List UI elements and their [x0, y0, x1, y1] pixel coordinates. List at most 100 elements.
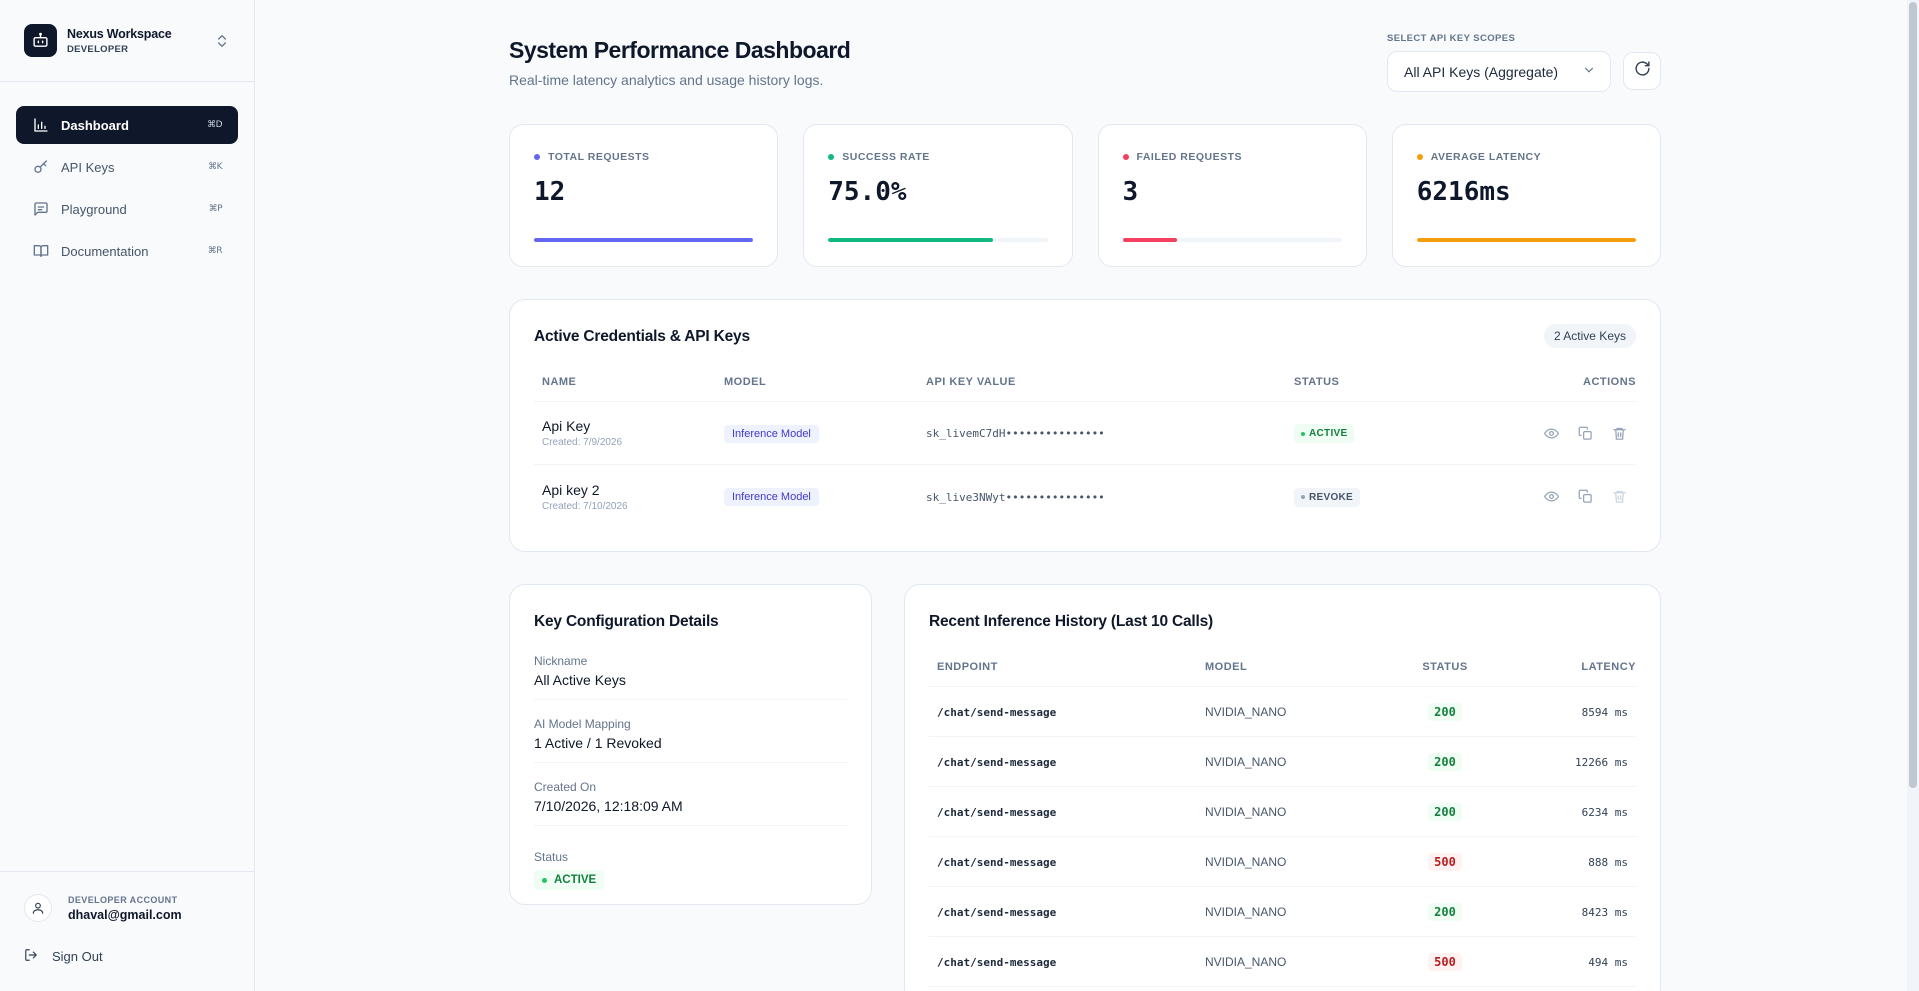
refresh-button[interactable] [1623, 52, 1661, 90]
indicator-dot [1416, 154, 1423, 160]
endpoint-path: /chat/send-message [937, 955, 1057, 969]
table-row: /chat/send-message NVIDIA_NANO 200 6234 ms [929, 787, 1636, 837]
indicator-dot [828, 154, 835, 160]
field-label: Created On [534, 780, 597, 794]
stat-label: SUCCESS RATE [842, 151, 930, 163]
sidebar-item-api-keys[interactable]: API Keys ⌘K [16, 148, 238, 186]
stat-value: 75.0% [828, 177, 907, 207]
scope-select[interactable]: All API Keys (Aggregate) [1387, 51, 1611, 92]
account-email: dhaval@gmail.com [68, 907, 182, 922]
model-badge: Inference Model [724, 488, 819, 506]
column-header: STATUS [1294, 375, 1340, 388]
model-name: NVIDIA_NANO [1205, 854, 1287, 869]
status-text: REVOKE [1309, 491, 1354, 503]
field-value: 1 Active / 1 Revoked [534, 735, 662, 751]
column-header: MODEL [724, 375, 767, 388]
sign-out-button[interactable]: Sign Out [24, 948, 230, 965]
latency-value: 888 ms [1588, 855, 1628, 869]
workspace-name: Nexus Workspace [67, 26, 172, 41]
sidebar: Nexus Workspace DEVELOPER Dashboard ⌘D A… [0, 0, 255, 991]
field-created-on: Created On 7/10/2026, 12:18:09 AM [534, 780, 847, 826]
key-config-card: Key Configuration Details Nickname All A… [509, 584, 872, 905]
field-label: AI Model Mapping [534, 717, 631, 731]
table-row: Api key 2 Created: 7/10/2026 Inference M… [534, 465, 1636, 528]
copy-icon[interactable] [1568, 485, 1602, 509]
api-key-value: sk_live3NWyt••••••••••••••• [926, 490, 1105, 504]
account-info: DEVELOPER ACCOUNT dhaval@gmail.com [24, 894, 230, 922]
field-nickname: Nickname All Active Keys [534, 654, 847, 700]
inference-history-card: Recent Inference History (Last 10 Calls)… [904, 584, 1661, 991]
indicator-dot [1122, 154, 1129, 160]
stat-card-average-latency: AVERAGE LATENCY 6216ms [1391, 124, 1661, 267]
chevron-down-icon [1582, 63, 1596, 80]
eye-icon[interactable] [1534, 485, 1568, 509]
status-badge: REVOKE [1294, 487, 1361, 507]
column-header: NAME [542, 375, 577, 388]
status-badge: ACTIVE [1294, 424, 1355, 444]
chevrons-up-down-icon [214, 33, 230, 49]
endpoint-path: /chat/send-message [937, 805, 1057, 819]
column-header: ACTIONS [1583, 375, 1636, 388]
stat-label: AVERAGE LATENCY [1430, 151, 1542, 163]
history-table: ENDPOINT MODEL STATUS LATENCY /chat/send… [929, 647, 1636, 987]
user-icon [24, 894, 52, 922]
account-label: DEVELOPER ACCOUNT [68, 894, 178, 905]
model-name: NVIDIA_NANO [1205, 954, 1287, 969]
stat-value: 12 [534, 177, 566, 207]
page-subtitle: Real-time latency analytics and usage hi… [509, 72, 824, 88]
sidebar-item-dashboard[interactable]: Dashboard ⌘D [16, 106, 238, 144]
model-name: NVIDIA_NANO [1205, 754, 1287, 769]
shortcut-hint: ⌘R [207, 246, 223, 256]
column-header: LATENCY [1581, 660, 1636, 673]
config-title: Key Configuration Details [534, 613, 719, 630]
sidebar-nav: Dashboard ⌘D API Keys ⌘K Playground ⌘P D… [0, 82, 254, 274]
status-code: 200 [1428, 802, 1462, 821]
bot-icon [24, 24, 57, 57]
scope-select-value: All API Keys (Aggregate) [1404, 63, 1559, 80]
status-code: 500 [1428, 852, 1462, 871]
model-name: NVIDIA_NANO [1205, 704, 1287, 719]
sidebar-item-playground[interactable]: Playground ⌘P [16, 190, 238, 228]
stat-card-total-requests: TOTAL REQUESTS 12 [509, 124, 779, 267]
sidebar-item-label: Documentation [61, 243, 149, 259]
latency-value: 494 ms [1588, 955, 1628, 969]
endpoint-path: /chat/send-message [937, 705, 1057, 719]
field-label: Status [534, 850, 569, 864]
progress-fill [1416, 238, 1636, 242]
progress-fill [828, 238, 993, 242]
table-row: /chat/send-message NVIDIA_NANO 200 12266 ms [929, 737, 1636, 787]
column-header: MODEL [1205, 660, 1248, 673]
table-row: /chat/send-message NVIDIA_NANO 200 8594 ms [929, 687, 1636, 737]
copy-icon[interactable] [1568, 421, 1602, 445]
progress-fill [534, 238, 754, 242]
shortcut-hint: ⌘P [208, 204, 223, 214]
page-header: System Performance Dashboard Real-time l… [509, 0, 1661, 124]
sidebar-item-label: API Keys [61, 159, 115, 175]
scope-label: SELECT API KEY SCOPES [1387, 33, 1516, 44]
field-value: 7/10/2026, 12:18:09 AM [534, 798, 683, 814]
table-row: Api Key Created: 7/9/2026 Inference Mode… [534, 402, 1636, 465]
indicator-dot [534, 154, 540, 160]
trash-icon[interactable] [1602, 421, 1636, 445]
progress-bar [534, 238, 754, 242]
latency-value: 8594 ms [1581, 705, 1628, 719]
status-code: 200 [1428, 752, 1462, 771]
status-code: 500 [1428, 952, 1462, 971]
field-value: All Active Keys [534, 672, 626, 688]
scrollbar[interactable] [1907, 0, 1919, 991]
stat-card-failed-requests: FAILED REQUESTS 3 [1097, 124, 1367, 267]
key-name: Api Key [542, 418, 591, 434]
table-header: ENDPOINT MODEL STATUS LATENCY [929, 647, 1636, 687]
trash-icon[interactable] [1602, 485, 1636, 509]
eye-icon[interactable] [1534, 421, 1568, 445]
stats-row: TOTAL REQUESTS 12 SUCCESS RATE 75.0% FAI… [509, 124, 1661, 267]
scrollbar-thumb[interactable] [1909, 2, 1917, 788]
lower-section: Key Configuration Details Nickname All A… [509, 584, 1661, 991]
active-keys-badge: 2 Active Keys [1543, 324, 1636, 348]
stat-value: 3 [1122, 177, 1139, 207]
workspace-switcher[interactable]: Nexus Workspace DEVELOPER [0, 0, 254, 82]
page-title: System Performance Dashboard [509, 37, 851, 63]
progress-fill [1122, 238, 1178, 242]
table-row: /chat/send-message NVIDIA_NANO 200 8423 ms [929, 887, 1636, 937]
sidebar-item-documentation[interactable]: Documentation ⌘R [16, 232, 238, 270]
